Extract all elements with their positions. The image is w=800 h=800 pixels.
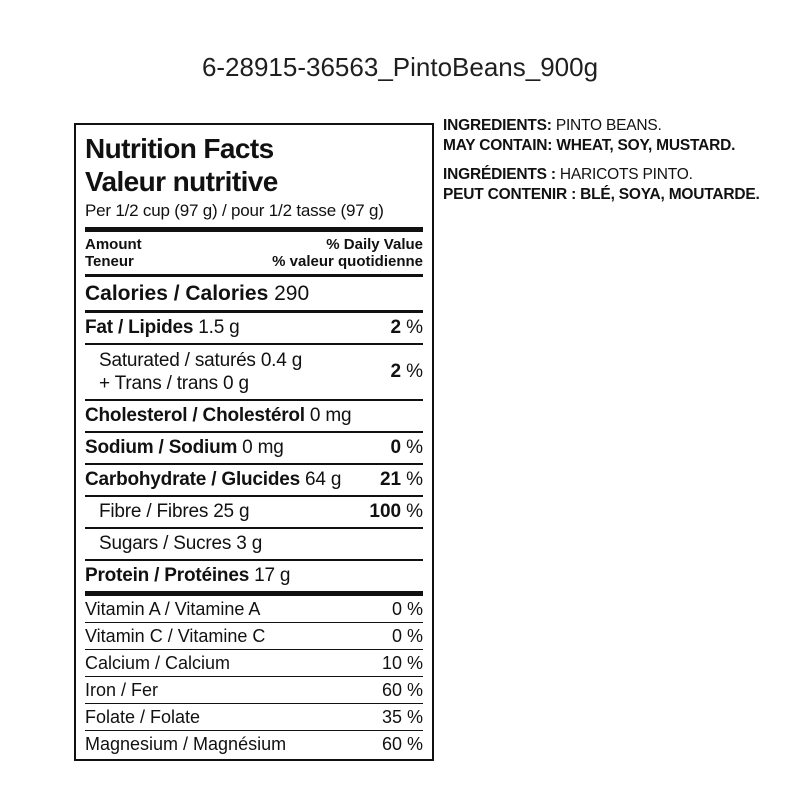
nft-title-en: Nutrition Facts [85, 133, 274, 164]
nutrient-row-protein: Protein / Protéines 17 g [85, 565, 291, 586]
nft-title-fr: Valeur nutritive [85, 166, 278, 197]
may-contain-line-en: MAY CONTAIN: WHEAT, SOY, MUSTARD. [443, 137, 736, 154]
amount-labels: Amount Teneur [85, 236, 142, 270]
separator-thick-protein [85, 591, 423, 596]
nft-header: Nutrition Facts Valeur nutritive Per 1/2… [85, 125, 423, 221]
calories-label: Calories / Calories [85, 282, 269, 305]
nutrient-row-saturated-trans: Saturated / saturés 0.4 g + Trans / tran… [85, 345, 423, 401]
micronutrient-row-folate: Folate / Folate 35% [85, 704, 423, 731]
daily-value-labels: % Daily Value % valeur quotidienne [272, 236, 423, 270]
micronutrient-row-magnesium: Magnesium / Magnésium 60% [85, 733, 423, 754]
nutrient-row-sodium: Sodium / Sodium 0 mg 0% [85, 433, 423, 465]
ingredients-line-fr: INGRÉDIENTS : HARICOTS PINTO. [443, 166, 693, 183]
amount-label-fr: Teneur [85, 253, 134, 270]
nutrient-row-fat: Fat / Lipides 1.5 g 2% [85, 313, 423, 345]
nutrient-row-sugars: Sugars / Sucres 3 g [85, 529, 423, 561]
ingredients-block: INGREDIENTS: PINTO BEANS. MAY CONTAIN: W… [443, 116, 773, 205]
ingredients-en: INGREDIENTS: PINTO BEANS. MAY CONTAIN: W… [443, 116, 773, 156]
nutrient-row-carbohydrate: Carbohydrate / Glucides 64 g 21% [85, 465, 423, 497]
calories-value: 290 [274, 282, 310, 305]
page-title: 6-28915-36563_PintoBeans_900g [201, 52, 599, 82]
amount-header: Amount Teneur % Daily Value % valeur quo… [85, 232, 423, 277]
micronutrient-row-iron: Iron / Fer 60% [85, 677, 423, 704]
calories-row: Calories / Calories 290 [85, 277, 423, 313]
ingredients-line-en: INGREDIENTS: PINTO BEANS. [443, 117, 662, 134]
ingredients-fr: INGRÉDIENTS : HARICOTS PINTO. PEUT CONTE… [443, 165, 773, 205]
separator-thick-top [85, 227, 423, 232]
amount-label-en: Amount [85, 236, 142, 253]
nutrition-facts-panel: Nutrition Facts Valeur nutritive Per 1/2… [74, 123, 434, 761]
dv-label-en: % Daily Value [326, 236, 423, 253]
micronutrient-row-vitamin-c: Vitamin C / Vitamine C 0% [85, 623, 423, 650]
nutrient-row-fibre: Fibre / Fibres 25 g 100% [85, 497, 423, 529]
serving-size: Per 1/2 cup (97 g) / pour 1/2 tasse (97 … [85, 201, 384, 220]
may-contain-line-fr: PEUT CONTENIR : BLÉ, SOYA, MOUTARDE. [443, 186, 760, 203]
dv-label-fr: % valeur quotidienne [272, 253, 423, 270]
micronutrient-row-vitamin-a: Vitamin A / Vitamine A 0% [85, 596, 423, 623]
nutrient-row-cholesterol: Cholesterol / Cholestérol 0 mg [85, 401, 423, 433]
micronutrient-row-calcium: Calcium / Calcium 10% [85, 650, 423, 677]
